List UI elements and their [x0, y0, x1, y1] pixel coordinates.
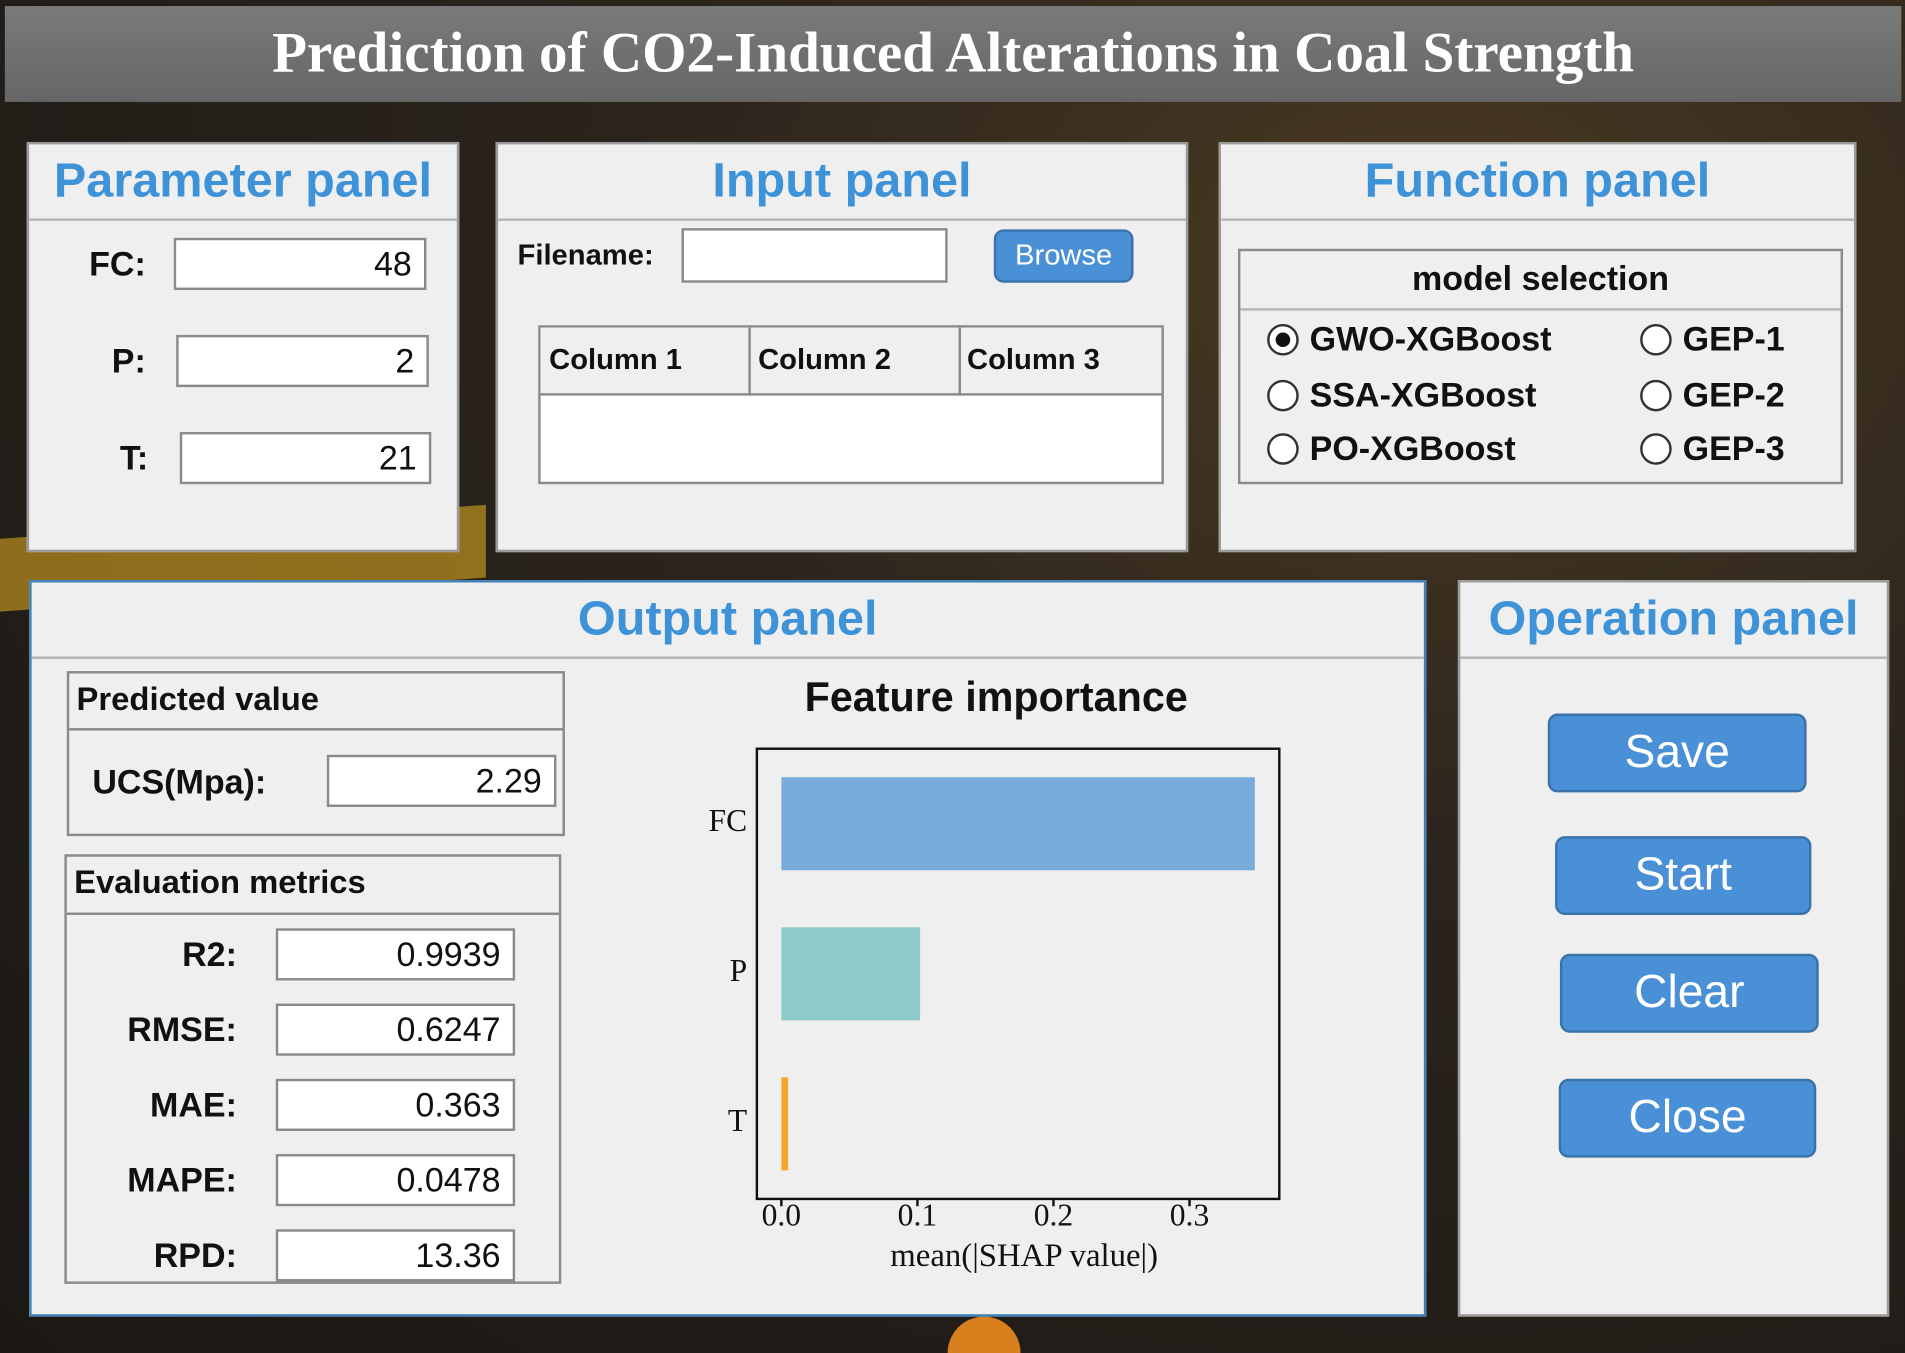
- field-label: T:: [119, 439, 149, 477]
- background-art: [947, 1316, 1021, 1353]
- metrics-group: [64, 854, 562, 1284]
- radio-label[interactable]: GEP-3: [1682, 429, 1785, 468]
- radio[interactable]: [1267, 324, 1299, 356]
- field-label: P:: [111, 342, 146, 380]
- metric-label: R2:: [182, 935, 237, 974]
- model-group: [1237, 248, 1844, 485]
- radio-label[interactable]: PO-XGBoost: [1309, 429, 1516, 468]
- output-field: 2.29: [326, 754, 557, 807]
- filename-label: Filename:: [517, 239, 654, 272]
- clear-button[interactable]: Clear: [1559, 953, 1819, 1033]
- browse-button[interactable]: Browse: [993, 229, 1134, 283]
- radio-label[interactable]: GEP-1: [1682, 320, 1785, 358]
- field-label: UCS(Mpa):: [92, 763, 267, 801]
- text-field[interactable]: 2: [176, 334, 429, 388]
- panel-title: Output panel: [31, 582, 1424, 659]
- panel-title: Function panel: [1220, 144, 1854, 221]
- text-field[interactable]: 48: [173, 237, 427, 291]
- filename-field[interactable]: [681, 228, 948, 283]
- text-field[interactable]: 21: [179, 432, 432, 485]
- column-header[interactable]: Column 3: [967, 343, 1100, 377]
- radio[interactable]: [1640, 433, 1672, 465]
- panel-title: Parameter panel: [29, 144, 457, 221]
- save-button[interactable]: Save: [1547, 713, 1807, 793]
- data-table: [538, 325, 1164, 485]
- group-title: Predicted value: [76, 680, 320, 718]
- start-button[interactable]: Start: [1555, 836, 1812, 915]
- radio-label[interactable]: GWO-XGBoost: [1309, 320, 1552, 358]
- column-header[interactable]: Column 1: [549, 343, 682, 377]
- predicted-group: [66, 671, 565, 837]
- radio[interactable]: [1640, 379, 1672, 412]
- metric-field: 0.0478: [275, 1154, 516, 1207]
- radio[interactable]: [1267, 433, 1299, 465]
- metric-field: 0.6247: [275, 1003, 516, 1056]
- operation-panel: Operation panel: [1457, 580, 1890, 1317]
- column-header[interactable]: Column 2: [758, 343, 891, 377]
- metric-label: RMSE:: [127, 1010, 237, 1049]
- radio-label[interactable]: SSA-XGBoost: [1309, 376, 1537, 414]
- group-title: model selection: [1411, 259, 1670, 298]
- radio-label[interactable]: GEP-2: [1682, 376, 1785, 414]
- metric-label: MAPE:: [127, 1161, 237, 1199]
- radio[interactable]: [1267, 379, 1299, 412]
- title-bar: Prediction of CO2-Induced Alterations in…: [4, 6, 1902, 102]
- metric-field: 13.36: [275, 1229, 516, 1282]
- group-title: Evaluation metrics: [74, 864, 366, 901]
- radio[interactable]: [1640, 324, 1672, 356]
- metric-field: 0.363: [275, 1078, 516, 1131]
- field-label: FC:: [89, 245, 146, 283]
- panel-title: Operation panel: [1460, 582, 1887, 659]
- metric-field: 0.9939: [275, 928, 516, 981]
- metric-label: RPD:: [153, 1236, 237, 1275]
- panel-title: Input panel: [498, 144, 1186, 221]
- close-button[interactable]: Close: [1558, 1078, 1817, 1158]
- metric-label: MAE:: [149, 1086, 237, 1124]
